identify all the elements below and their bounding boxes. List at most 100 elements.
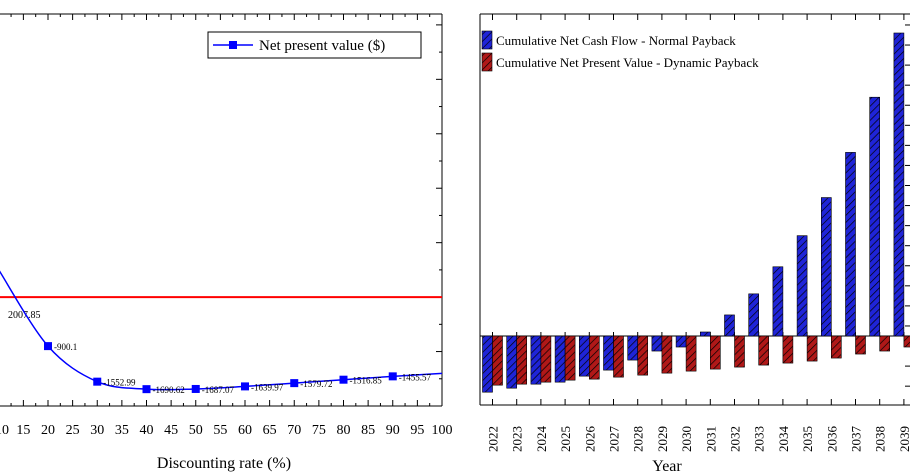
left-x-tick-label: 90	[386, 423, 400, 438]
left-legend-label: Net present value ($)	[259, 38, 385, 54]
cash-flow-bar	[530, 335, 542, 385]
npv-bar	[492, 335, 503, 386]
npv-bar	[661, 335, 673, 374]
left-x-tick-label: 85	[361, 423, 375, 438]
npv-point	[93, 377, 102, 386]
cash-flow-bar	[603, 335, 614, 371]
npv-data-label: -1552.99	[103, 378, 136, 388]
right-legend-label: Cumulative Net Present Value - Dynamic P…	[496, 55, 759, 70]
left-x-tick-label-clipped: 10	[0, 423, 9, 438]
cash-flow-bar	[869, 96, 881, 337]
right-x-tick-label: 2023	[510, 426, 525, 452]
left-x-tick-label: 25	[66, 423, 80, 438]
npv-data-label: -1687.07	[202, 385, 235, 395]
left-x-tick-label: 100	[432, 423, 453, 438]
left-x-tick-label: 50	[189, 423, 203, 438]
right-x-tick-label: 2034	[776, 426, 791, 453]
right-x-tick-label: 2025	[558, 426, 573, 452]
left-x-axis-title: Discounting rate (%)	[157, 455, 291, 472]
npv-data-label: -1455.57	[399, 372, 432, 382]
npv-bar	[516, 335, 528, 385]
left-x-tick-label: 80	[337, 423, 351, 438]
cash-flow-bar	[724, 314, 735, 337]
right-x-tick-label: 2035	[800, 426, 815, 452]
npv-point	[142, 385, 151, 394]
cash-flow-bar	[699, 331, 711, 337]
left-x-tick-label: 60	[238, 423, 252, 438]
npv-series-line	[0, 270, 443, 391]
npv-bar	[879, 335, 891, 352]
right-legend-label: Cumulative Net Cash Flow - Normal Paybac…	[496, 33, 736, 48]
npv-bar	[613, 335, 624, 378]
left-x-tick-label: 35	[115, 423, 129, 438]
right-x-tick-label: 2036	[824, 426, 839, 453]
right-x-tick-label: 2027	[607, 426, 622, 453]
npv-bar	[758, 335, 770, 366]
npv-bar	[806, 335, 818, 362]
left-x-tick-label: 15	[16, 423, 30, 438]
npv-bar	[588, 335, 600, 380]
npv-bar	[564, 335, 576, 381]
npv-bar	[685, 335, 697, 372]
right-x-tick-label: 2030	[679, 426, 694, 452]
cash-flow-bar	[578, 335, 590, 377]
npv-bar	[637, 335, 649, 376]
npv-point	[388, 372, 397, 381]
left-x-tick-label: 30	[90, 423, 104, 438]
npv-bar	[540, 335, 552, 383]
left-x-tick-label: 75	[312, 423, 326, 438]
right-legend-swatch	[481, 52, 493, 72]
npv-bar	[709, 335, 721, 370]
npv-point	[339, 375, 348, 384]
cash-flow-bar	[482, 335, 493, 393]
cash-flow-bar	[506, 335, 518, 389]
npv-data-label: -1579.72	[300, 379, 332, 389]
right-x-tick-label: 2026	[582, 426, 597, 453]
left-side-value-label: 2007.85	[8, 310, 41, 321]
npv-point	[44, 342, 52, 351]
right-x-tick-label: 2032	[728, 426, 743, 452]
left-x-tick-label: 70	[287, 423, 301, 438]
right-x-tick-label: 2029	[655, 426, 670, 452]
cash-flow-bar	[845, 152, 856, 337]
right-x-tick-label: 2022	[486, 426, 501, 452]
cash-flow-bar	[675, 335, 687, 348]
npv-bar	[903, 335, 910, 348]
cash-flow-bar	[627, 335, 639, 361]
npv-bar	[855, 335, 866, 355]
cash-flow-bar	[820, 197, 832, 337]
cash-flow-bar	[893, 32, 905, 337]
left-legend-marker	[229, 41, 237, 49]
cash-flow-bar	[651, 335, 663, 352]
right-x-tick-label: 2031	[703, 426, 718, 452]
left-x-tick-label: 55	[213, 423, 227, 438]
right-x-tick-label: 2038	[873, 426, 888, 452]
cash-flow-bar	[748, 293, 760, 337]
npv-bar	[782, 335, 794, 364]
left-x-tick-label: 65	[263, 423, 277, 438]
right-x-tick-label: 2028	[631, 426, 646, 452]
npv-bar	[734, 335, 745, 368]
right-legend-swatch	[481, 30, 493, 50]
right-x-tick-label: 2024	[534, 426, 549, 453]
npv-point	[241, 382, 249, 391]
left-x-tick-label: 40	[140, 423, 154, 438]
right-x-axis-title: Year	[652, 458, 682, 475]
npv-point	[290, 379, 299, 388]
left-x-tick-label: 20	[41, 423, 55, 438]
cash-flow-bar	[796, 235, 808, 337]
npv-bar	[830, 335, 842, 359]
right-x-tick-label: 2033	[752, 426, 767, 452]
right-x-tick-label: 2037	[849, 426, 864, 453]
npv-data-label: -1639.97	[251, 382, 284, 392]
npv-point	[191, 384, 200, 393]
npv-data-label: -900.1	[54, 342, 77, 352]
npv-data-label: -1690.62	[153, 385, 185, 395]
right-x-tick-label: 2039	[897, 426, 910, 452]
left-x-tick-label: 95	[410, 423, 424, 438]
cash-flow-bar	[554, 335, 566, 383]
left-x-tick-label: 45	[164, 423, 178, 438]
cash-flow-bar	[772, 266, 784, 337]
npv-data-label: -1516.85	[350, 376, 383, 386]
